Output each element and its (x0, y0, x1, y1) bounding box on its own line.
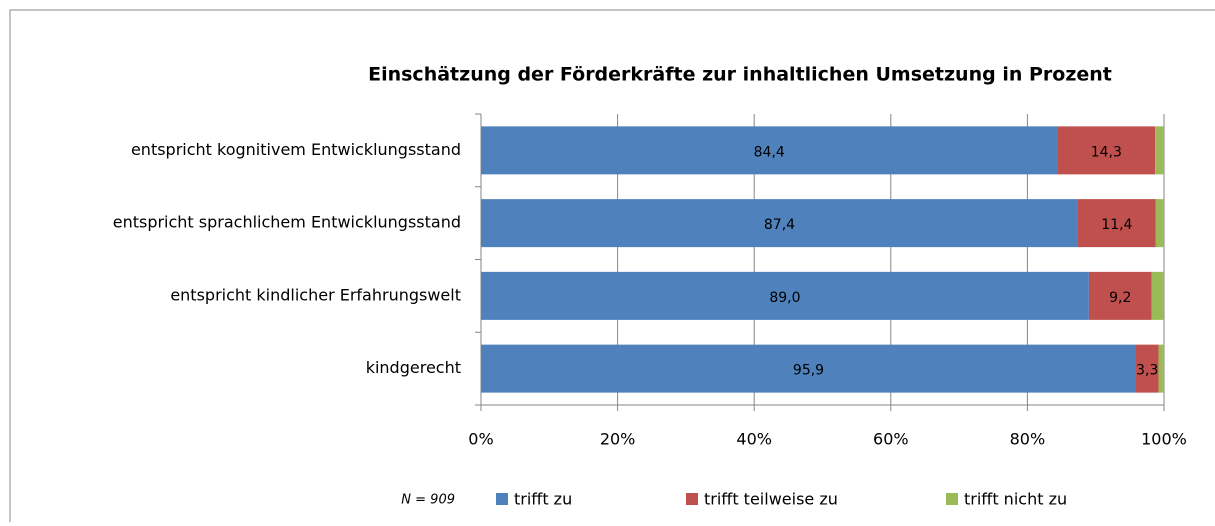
bar-segment (1135, 344, 1159, 393)
bar-segment (481, 199, 1078, 248)
legend-label: trifft zu (514, 490, 572, 509)
data-label: 84,4 (754, 144, 785, 160)
bar-segment (1057, 126, 1156, 175)
x-tick-label: 60% (873, 430, 909, 449)
x-tick-label: 80% (1010, 430, 1046, 449)
data-label: 89,0 (769, 290, 800, 306)
y-tick-label: entspricht sprachlichem Entwicklungsstan… (113, 213, 461, 232)
legend-swatch (946, 493, 958, 505)
bar-segment (481, 271, 1089, 320)
bar-segment (481, 126, 1058, 175)
bar-segment (481, 344, 1136, 393)
bar-segment (1151, 271, 1164, 320)
bar-segment (1088, 271, 1152, 320)
bar-segment (1158, 344, 1164, 393)
annotation: N = 909 (401, 493, 455, 508)
y-tick-label: entspricht kognitivem Entwicklungsstand (131, 140, 461, 159)
data-label: 3,3 (1136, 363, 1158, 379)
x-tick-label: 40% (736, 430, 772, 449)
data-label: 9,2 (1109, 290, 1131, 306)
x-tick-label: 0% (468, 430, 493, 449)
data-label: 11,4 (1101, 217, 1132, 233)
bar-segment (1155, 199, 1164, 248)
chart-frame (9, 9, 1215, 526)
data-label: 87,4 (764, 217, 795, 233)
x-tick-label: 20% (600, 430, 636, 449)
bar-segment (1077, 199, 1156, 248)
legend-swatch (496, 493, 508, 505)
data-label: 95,9 (793, 363, 824, 379)
legend-swatch (686, 493, 698, 505)
bar-segment (1155, 126, 1164, 175)
data-label: 14,3 (1091, 144, 1122, 160)
chart-title: Einschätzung der Förderkräfte zur inhalt… (368, 64, 1112, 86)
y-tick-label: kindgerecht (366, 358, 461, 377)
y-tick-label: entspricht kindlicher Erfahrungswelt (170, 285, 461, 304)
legend-label: trifft nicht zu (964, 490, 1067, 509)
legend-label: trifft teilweise zu (704, 490, 838, 509)
x-tick-label: 100% (1141, 430, 1187, 449)
